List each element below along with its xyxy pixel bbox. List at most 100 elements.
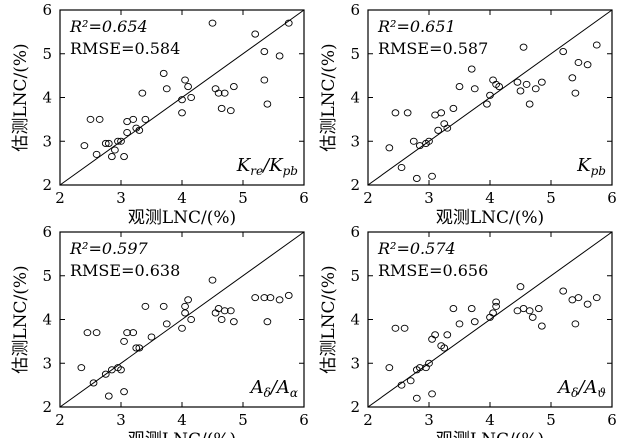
data-point (443, 124, 452, 132)
data-point (385, 144, 394, 152)
x-tick-label: 6 (299, 411, 309, 429)
y-tick-label: 3 (350, 132, 360, 150)
data-point (129, 115, 138, 123)
data-point (104, 392, 113, 400)
x-tick-label: 6 (607, 411, 617, 429)
data-point (583, 300, 592, 308)
data-point (251, 294, 260, 302)
data-point (492, 302, 500, 310)
x-tick-label: 6 (299, 189, 309, 207)
data-point (516, 283, 525, 291)
data-point (162, 320, 171, 328)
r-squared-label: R²=0.574 (377, 239, 456, 258)
x-tick-label: 3 (116, 411, 126, 429)
panel-tag-subscript: re (250, 164, 263, 178)
data-point (117, 137, 125, 145)
data-point (181, 309, 189, 317)
data-point (220, 89, 229, 97)
data-point (519, 43, 528, 51)
y-tick-label: 2 (42, 398, 52, 416)
data-point (412, 394, 421, 402)
data-point (208, 19, 217, 27)
data-point (123, 128, 131, 137)
data-point (440, 344, 449, 352)
data-point (568, 74, 577, 82)
data-point (571, 89, 580, 97)
data-point (184, 296, 192, 304)
data-point (467, 65, 476, 73)
x-axis-label: 观测LNC/(%) (128, 208, 236, 228)
data-point (275, 52, 284, 60)
x-tick-label: 4 (177, 189, 187, 207)
x-axis-label: 观测LNC/(%) (128, 430, 236, 438)
y-tick-label: 3 (350, 354, 360, 372)
y-tick-label: 5 (42, 267, 52, 285)
data-point (263, 100, 272, 108)
data-point (483, 100, 491, 108)
x-axis-label: 观测LNC/(%) (436, 208, 544, 228)
x-tick-label: 2 (363, 189, 373, 207)
data-point (400, 324, 409, 332)
data-point (83, 329, 92, 337)
data-point (101, 139, 110, 147)
reference-line (59, 9, 305, 186)
data-point (406, 377, 415, 385)
data-point (412, 174, 421, 182)
data-point (187, 315, 196, 324)
data-point (522, 80, 531, 88)
data-point (592, 41, 601, 49)
data-point (437, 109, 446, 117)
chart-panel-2: 2 3 4 5 6 2 3 4 5 6 观测LNC/(%) 估测LNC/(%) R²=0.651 RMSE… (319, 1, 617, 228)
data-point (107, 153, 116, 161)
data-point (416, 364, 424, 372)
x-tick-label: 4 (485, 189, 495, 207)
y-tick-label: 2 (350, 176, 360, 194)
data-point (592, 294, 601, 302)
data-point (181, 302, 189, 310)
data-point (266, 294, 275, 302)
y-tick-label: 6 (350, 223, 360, 241)
data-point (77, 364, 86, 372)
data-point (135, 126, 144, 134)
data-point (470, 85, 479, 93)
data-point (120, 388, 128, 396)
data-point (220, 307, 229, 315)
x-tick-label: 6 (607, 189, 617, 207)
data-point (162, 85, 171, 93)
data-point (431, 331, 439, 339)
data-point (217, 104, 226, 112)
data-point (92, 150, 101, 158)
data-point (583, 61, 592, 69)
data-point (443, 331, 452, 339)
data-point (178, 109, 186, 117)
panel-tag-symbol: A (275, 377, 290, 398)
data-point (141, 302, 150, 310)
data-point (208, 276, 217, 284)
reference-line (367, 9, 613, 186)
x-tick-label: 2 (55, 411, 65, 429)
rmse-label: RMSE=0.584 (70, 39, 180, 58)
reference-line (367, 231, 613, 408)
panel-tag-symbol: / (269, 377, 279, 398)
y-axis-label: 估测LNC/(%) (319, 43, 339, 151)
panel-tag-subscript: δ (571, 386, 578, 400)
data-point (80, 142, 89, 150)
rmse-label: RMSE=0.656 (378, 261, 488, 280)
data-point (284, 19, 293, 27)
data-point (455, 320, 464, 328)
data-point (226, 307, 235, 315)
data-point (147, 333, 156, 341)
data-point (470, 318, 479, 326)
data-point (385, 364, 394, 372)
chart-panel-1: 2 3 4 5 6 2 3 4 5 6 观测LNC/(%) 估测LNC/(%) R²=0.654 RMSE… (11, 1, 309, 228)
data-point (559, 287, 568, 295)
data-point (111, 146, 119, 154)
data-point (86, 115, 95, 123)
data-point (95, 115, 104, 123)
panel-tag-subscript: pb (591, 164, 606, 178)
data-point (263, 318, 272, 326)
panel-tag-subscript: ϑ (597, 386, 606, 400)
data-point (129, 329, 138, 337)
data-point (403, 109, 412, 117)
